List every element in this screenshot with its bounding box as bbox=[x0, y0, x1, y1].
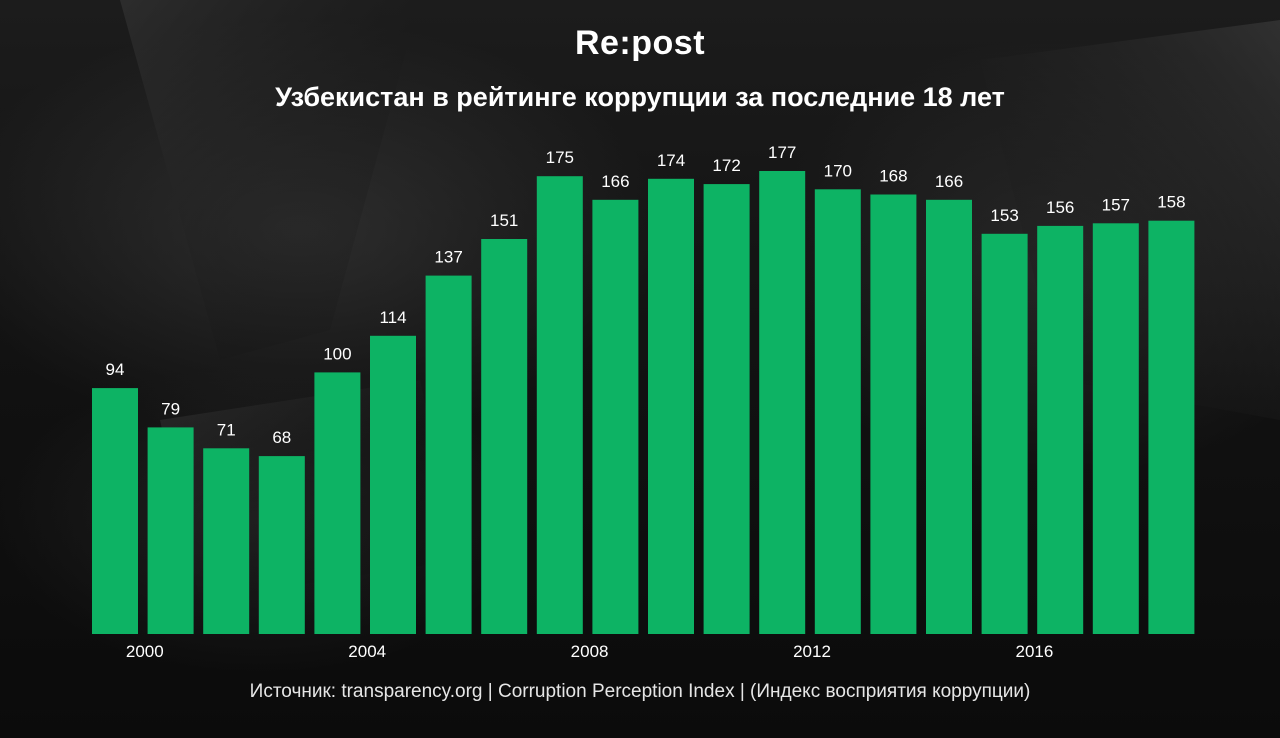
bar-2008 bbox=[592, 199, 639, 635]
bar-2011 bbox=[759, 171, 806, 634]
brand-logo: Re:post bbox=[574, 24, 706, 62]
x-tick-2004: 2004 bbox=[348, 642, 386, 661]
bar-2016 bbox=[1037, 225, 1084, 634]
data-label-2000: 79 bbox=[161, 399, 180, 418]
data-label-2004: 114 bbox=[379, 308, 406, 327]
bar-2014 bbox=[926, 199, 972, 635]
data-label-2014: 166 bbox=[935, 172, 963, 191]
data-label-2002: 68 bbox=[272, 428, 291, 447]
chart-title: Узбекистан в рейтинге коррупции за после… bbox=[275, 82, 1005, 112]
bar-2004 bbox=[370, 335, 416, 634]
bar-2006 bbox=[481, 239, 528, 634]
data-label-2007: 175 bbox=[546, 148, 574, 167]
x-tick-2000: 2000 bbox=[126, 642, 164, 661]
bar-1999 bbox=[92, 388, 138, 634]
x-tick-2012: 2012 bbox=[793, 642, 831, 661]
data-label-1999: 94 bbox=[106, 360, 125, 379]
data-label-2001: 71 bbox=[217, 420, 236, 439]
bar-2017 bbox=[1092, 223, 1139, 635]
bar-2018 bbox=[1148, 220, 1195, 634]
data-label-2009: 174 bbox=[657, 151, 685, 170]
data-label-2003: 100 bbox=[323, 344, 351, 363]
bar-2001 bbox=[203, 448, 250, 634]
data-label-2015: 153 bbox=[990, 206, 1018, 225]
bar-2000 bbox=[147, 427, 194, 634]
data-label-2018: 158 bbox=[1157, 193, 1185, 212]
data-label-2016: 156 bbox=[1046, 198, 1074, 217]
source-note: Источник: transparency.org | Corruption … bbox=[249, 681, 1031, 702]
bar-2007 bbox=[536, 176, 583, 634]
bar-2015 bbox=[981, 233, 1028, 635]
bar-2002 bbox=[258, 456, 305, 634]
bar-2009 bbox=[648, 178, 694, 635]
bar-2003 bbox=[314, 372, 361, 634]
x-tick-2008: 2008 bbox=[571, 642, 609, 661]
bar-2012 bbox=[814, 189, 861, 635]
data-label-2008: 166 bbox=[601, 172, 629, 191]
data-label-2013: 168 bbox=[879, 167, 907, 186]
data-label-2017: 157 bbox=[1102, 195, 1130, 214]
data-label-2012: 170 bbox=[824, 161, 852, 180]
bar-2013 bbox=[870, 194, 917, 634]
data-label-2011: 177 bbox=[768, 143, 796, 162]
x-tick-2016: 2016 bbox=[1015, 642, 1053, 661]
bar-2005 bbox=[425, 275, 472, 634]
data-label-2010: 172 bbox=[712, 156, 740, 175]
data-label-2005: 137 bbox=[434, 248, 462, 267]
bar-2010 bbox=[703, 184, 750, 634]
data-label-2006: 151 bbox=[490, 211, 518, 230]
